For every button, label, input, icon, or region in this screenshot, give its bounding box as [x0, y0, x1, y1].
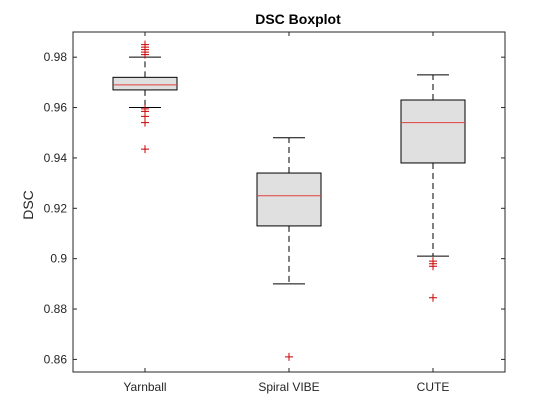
y-tick-label: 0.86 [44, 352, 68, 366]
outlier-marker [429, 293, 437, 302]
y-tick-label: 0.94 [44, 151, 68, 165]
x-tick-label: CUTE [417, 380, 450, 394]
box-iqr [256, 172, 322, 227]
outlier-marker [429, 257, 437, 266]
box-iqr [112, 76, 178, 91]
plot-marks: 0.86 0.88 0.9 0.92 0.94 0.96 0.98 Yarnball Spira… [44, 32, 505, 394]
y-axis-label: DSC [20, 190, 36, 220]
x-tick-label: Yarnball [123, 380, 166, 394]
y-tick-label: 0.9 [50, 252, 67, 266]
y-tick-label: 0.98 [44, 50, 68, 64]
outlier-marker [141, 40, 149, 49]
outlier-marker [285, 352, 293, 361]
y-tick-label: 0.88 [44, 302, 68, 316]
outlier-marker [141, 104, 149, 113]
y-tick-label: 0.92 [44, 201, 68, 215]
box-iqr [400, 99, 466, 164]
outlier-marker [141, 145, 149, 154]
chart-title: DSC Boxplot [255, 11, 341, 27]
y-tick-label: 0.96 [44, 101, 68, 115]
x-tick-label: Spiral VIBE [258, 380, 319, 394]
